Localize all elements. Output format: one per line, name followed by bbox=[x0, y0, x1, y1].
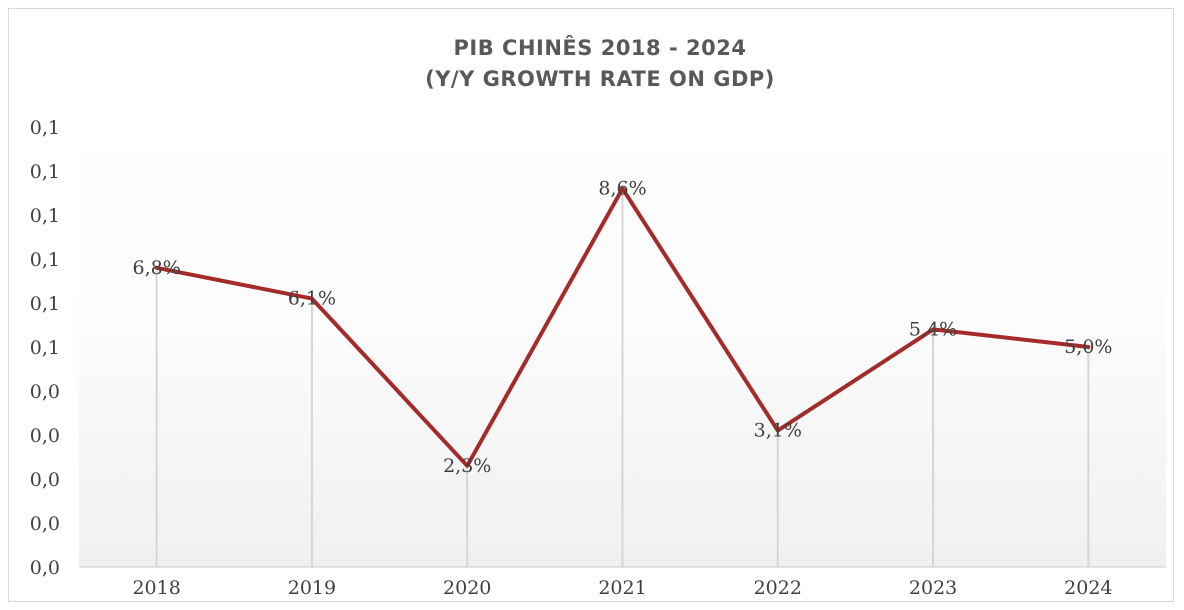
series-line bbox=[154, 186, 1091, 468]
x-tick-label: 2020 bbox=[443, 577, 491, 599]
y-tick-label: 0,1 bbox=[30, 205, 60, 227]
y-tick-label: 0,0 bbox=[30, 513, 60, 535]
chart-title-line-1: PIB CHINÊS 2018 - 2024 bbox=[454, 35, 747, 60]
x-tick-label: 2022 bbox=[754, 577, 802, 599]
y-tick-label: 0,0 bbox=[30, 381, 60, 403]
y-tick-label: 0,1 bbox=[30, 117, 60, 139]
data-label: 5,0% bbox=[1064, 336, 1112, 358]
x-tick-label: 2023 bbox=[909, 577, 957, 599]
y-tick-label: 0,1 bbox=[30, 161, 60, 183]
data-label: 6,8% bbox=[133, 257, 181, 279]
chart-title-line-2: (Y/Y GROWTH RATE ON GDP) bbox=[425, 67, 775, 91]
x-tick-label: 2021 bbox=[598, 577, 646, 599]
y-tick-label: 0,0 bbox=[30, 425, 60, 447]
y-tick-label: 0,1 bbox=[30, 337, 60, 359]
y-tick-label: 0,0 bbox=[30, 469, 60, 491]
x-tick-label: 2018 bbox=[132, 577, 180, 599]
y-tick-label: 0,1 bbox=[30, 249, 60, 271]
data-label: 6,1% bbox=[288, 288, 336, 310]
y-tick-label: 0,1 bbox=[30, 293, 60, 315]
data-label: 3,1% bbox=[754, 420, 802, 442]
data-label: 2,3% bbox=[443, 455, 491, 477]
x-tick-label: 2019 bbox=[288, 577, 336, 599]
data-label: 5,4% bbox=[909, 318, 957, 340]
data-label: 8,6% bbox=[598, 178, 646, 200]
y-tick-label: 0,0 bbox=[30, 557, 60, 579]
x-tick-label: 2024 bbox=[1064, 577, 1112, 599]
